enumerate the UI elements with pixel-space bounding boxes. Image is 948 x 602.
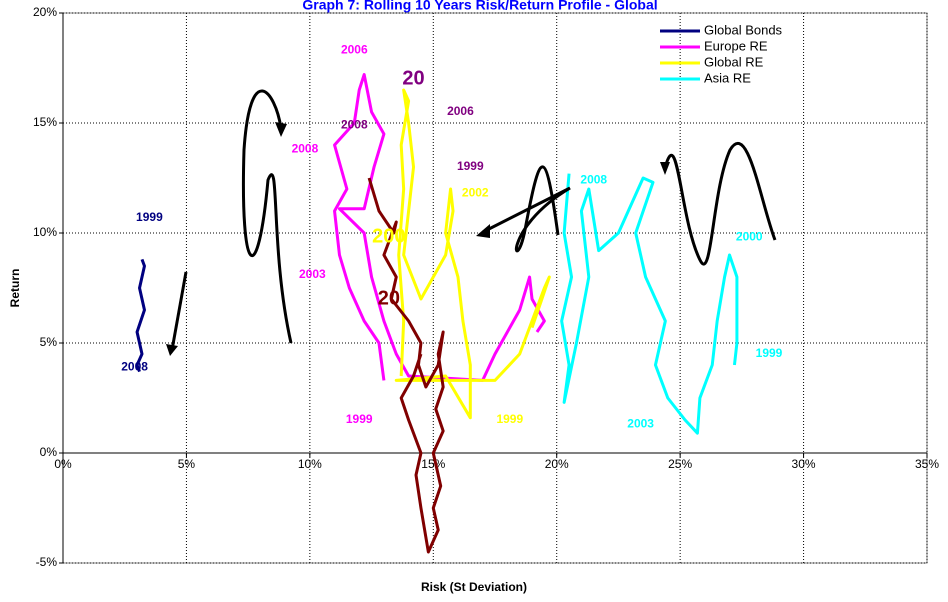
series-line	[367, 177, 445, 554]
annotation: 20	[402, 67, 424, 89]
annotation: 2003	[299, 267, 326, 281]
y-tick-label: 20%	[33, 5, 57, 19]
annotation: 2002	[462, 186, 489, 200]
arrow	[170, 271, 188, 351]
x-tick-label: 10%	[298, 457, 322, 471]
legend-label: Global Bonds	[704, 22, 783, 37]
y-tick-label: 10%	[33, 225, 57, 239]
x-tick-label: 5%	[178, 457, 196, 471]
plot: -5%0%5%10%15%20%0% 5% 10% 15% 20% 25% 30% 35%	[33, 5, 939, 569]
annotation: 1999	[346, 412, 373, 426]
arrow-head	[476, 224, 490, 238]
arrow	[241, 89, 293, 344]
annotation: 2008	[292, 142, 319, 156]
annotation: 1999	[136, 210, 163, 224]
arrows	[170, 89, 777, 351]
annotation: 1999	[457, 159, 484, 173]
annotation: 2000	[736, 230, 763, 244]
series-line	[135, 258, 146, 373]
annotation: 20	[378, 287, 400, 309]
annotation: 200	[372, 226, 405, 248]
series-line	[560, 173, 739, 435]
x-tick-label: 30%	[792, 457, 816, 471]
x-tick-label: 20%	[545, 457, 569, 471]
y-tick-label: -5%	[36, 555, 58, 569]
y-tick-label: 15%	[33, 115, 57, 129]
y-tick-label: 5%	[40, 335, 58, 349]
arrow-head	[660, 162, 670, 175]
series-line	[394, 88, 551, 420]
annotation: 2008	[341, 117, 368, 131]
annotation: 2006	[447, 104, 474, 118]
legend-label: Asia RE	[704, 70, 751, 85]
annotation: 1999	[496, 412, 523, 426]
x-tick-label: 35%	[915, 457, 939, 471]
arrow	[663, 141, 777, 266]
annotation: 2006	[341, 43, 368, 57]
legend-label: Global RE	[704, 54, 764, 69]
annotation: 2008	[121, 359, 148, 373]
x-tick-label: 25%	[668, 457, 692, 471]
chart-title: Graph 7: Rolling 10 Years Risk/Return Pr…	[302, 0, 657, 13]
x-axis-label: Risk (St Deviation)	[421, 580, 527, 594]
arrow	[482, 165, 571, 253]
plot-area	[62, 12, 928, 564]
x-tick-label: 15%	[421, 457, 445, 471]
arrow-head	[166, 344, 178, 356]
series-line	[333, 73, 546, 382]
annotation: 2008	[580, 172, 607, 186]
legend-label: Europe RE	[704, 38, 768, 53]
y-tick-label: 0%	[40, 445, 58, 459]
y-axis-label: Return	[8, 269, 22, 308]
arrow-heads	[166, 122, 670, 356]
annotation: 2003	[627, 417, 654, 431]
arrow-head	[275, 122, 287, 137]
annotation: 1999	[756, 346, 783, 360]
